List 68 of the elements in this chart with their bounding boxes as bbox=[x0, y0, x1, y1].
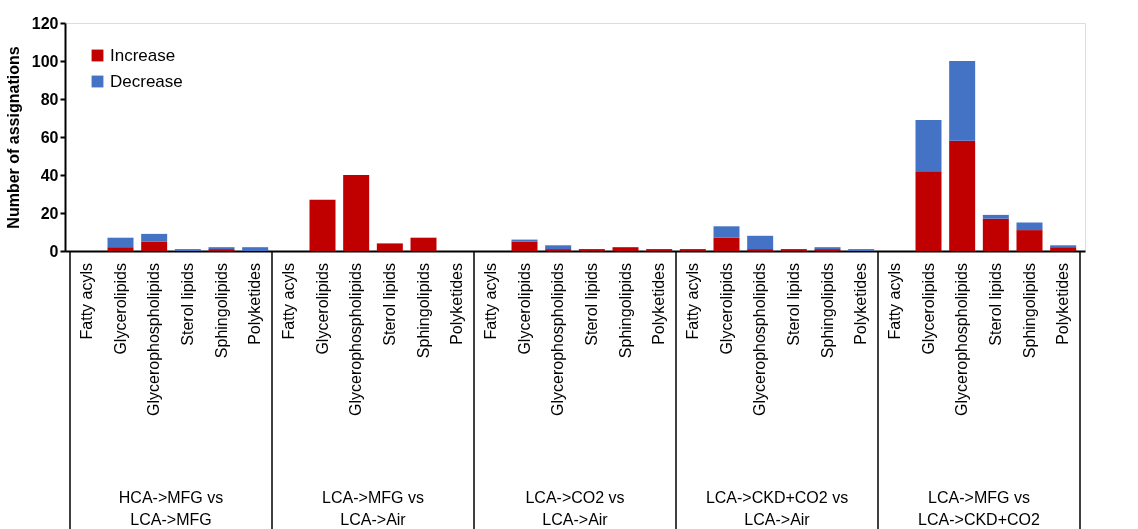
bar bbox=[242, 247, 269, 251]
y-tick-label: 120 bbox=[31, 14, 59, 32]
x-tick-label: Polyketides bbox=[650, 263, 668, 345]
bar bbox=[949, 140, 976, 251]
y-tick-label: 100 bbox=[31, 52, 59, 70]
x-tick-label: Fatty acyls bbox=[885, 263, 903, 340]
bar bbox=[141, 241, 168, 251]
text: HCA->MFG vs LCA->MFG bbox=[118, 489, 224, 528]
x-tick-label: Fatty acyls bbox=[683, 263, 701, 340]
x-tick-label: Polyketides bbox=[852, 263, 870, 345]
x-tick-label: Sphingolipids bbox=[616, 263, 634, 359]
x-tick-label: Glycerolipids bbox=[515, 263, 533, 355]
x-tick-label: Sterol lipids bbox=[986, 263, 1004, 346]
x-tick-label: Fatty acyls bbox=[279, 263, 297, 340]
bar bbox=[915, 171, 942, 251]
x-tick-label: Sterol lipids bbox=[784, 263, 802, 346]
legend-label: Decrease bbox=[110, 71, 183, 91]
x-tick-label: Fatty acyls bbox=[77, 263, 95, 340]
bar bbox=[713, 237, 740, 251]
bar bbox=[107, 237, 134, 248]
x-tick-label: Glycerolipids bbox=[111, 263, 129, 355]
x-tick-label: Glycerophospholipids bbox=[953, 263, 971, 416]
bar bbox=[376, 243, 403, 251]
x-tick-label: Glycerophospholipids bbox=[145, 263, 163, 416]
text: LCA->CKD+CO2 vs LCA->Air bbox=[705, 489, 849, 528]
x-tick-label: Polyketides bbox=[1054, 263, 1072, 345]
legend-label: Increase bbox=[110, 45, 176, 65]
x-tick-label: Glycerophospholipids bbox=[751, 263, 769, 416]
bar bbox=[747, 235, 774, 250]
y-axis-title: Number of assignations bbox=[4, 46, 22, 229]
bar bbox=[545, 245, 572, 250]
bar bbox=[511, 241, 538, 251]
text: LCA->MFG vs LCA->Air bbox=[322, 489, 424, 528]
bar bbox=[982, 218, 1009, 251]
bar bbox=[410, 237, 437, 251]
x-tick-label: Glycerolipids bbox=[313, 263, 331, 355]
bar bbox=[141, 233, 168, 242]
bar bbox=[1016, 230, 1043, 251]
bar bbox=[612, 247, 639, 251]
x-tick-label: Sphingolipids bbox=[1020, 263, 1038, 359]
bar bbox=[309, 199, 336, 251]
bar bbox=[949, 61, 976, 141]
x-tick-label: Sphingolipids bbox=[818, 263, 836, 359]
bar bbox=[713, 226, 740, 238]
y-tick-label: 80 bbox=[40, 90, 59, 108]
bar bbox=[343, 175, 370, 251]
x-tick-label: Polyketides bbox=[246, 263, 264, 345]
text: LCA->CO2 vs LCA->Air bbox=[525, 489, 625, 528]
x-tick-label: Sterol lipids bbox=[380, 263, 398, 346]
x-tick-label: Glycerophospholipids bbox=[347, 263, 365, 416]
y-tick-label: 0 bbox=[49, 242, 59, 260]
y-tick-label: 20 bbox=[40, 204, 59, 222]
x-tick-label: Polyketides bbox=[448, 263, 466, 345]
bar bbox=[915, 119, 942, 172]
x-tick-label: Sphingolipids bbox=[414, 263, 432, 359]
bar bbox=[982, 214, 1009, 219]
x-tick-label: Glycerolipids bbox=[717, 263, 735, 355]
text: LCA->MFG vs LCA->CKD+CO2 bbox=[918, 489, 1041, 528]
y-tick-label: 60 bbox=[40, 128, 59, 146]
x-tick-label: Glycerolipids bbox=[919, 263, 937, 355]
x-tick-label: Glycerophospholipids bbox=[549, 263, 567, 416]
x-tick-label: Sphingolipids bbox=[212, 263, 230, 359]
x-tick-label: Sterol lipids bbox=[178, 263, 196, 346]
x-tick-label: Fatty acyls bbox=[481, 263, 499, 340]
y-tick-label: 40 bbox=[40, 166, 59, 184]
x-tick-label: Sterol lipids bbox=[582, 263, 600, 346]
bar bbox=[1016, 222, 1043, 231]
bar bbox=[107, 247, 134, 251]
